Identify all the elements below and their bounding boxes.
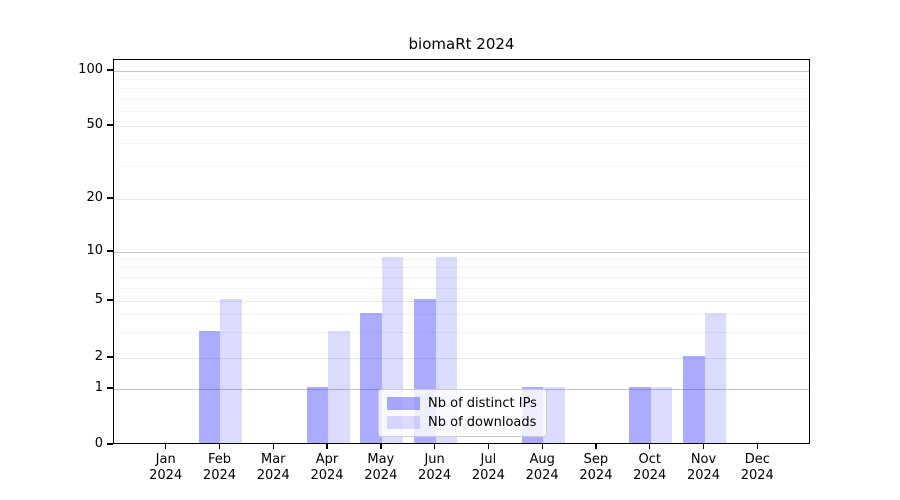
y-tick-mark-10 bbox=[107, 250, 113, 252]
x-tick-label-dec: Dec 2024 bbox=[740, 452, 774, 483]
x-tick-label-sep: Sep 2024 bbox=[579, 452, 613, 483]
minor-gridline-9 bbox=[114, 258, 809, 260]
bar-downloads-apr bbox=[328, 330, 350, 443]
minor-gridline-8 bbox=[114, 267, 809, 269]
minor-gridline-90 bbox=[114, 78, 809, 80]
gridline-2 bbox=[114, 357, 809, 359]
bar-distinct-ips-oct bbox=[629, 387, 651, 443]
x-tick-mark-jul bbox=[487, 444, 490, 449]
y-tick-label-2: 2 bbox=[94, 349, 103, 364]
bar-distinct-ips-nov bbox=[683, 356, 705, 443]
bar-downloads-nov bbox=[704, 312, 726, 443]
minor-gridline-30 bbox=[114, 166, 809, 168]
legend-label-downloads: Nb of downloads bbox=[428, 415, 537, 430]
gridline-5 bbox=[114, 300, 809, 302]
bar-distinct-ips-may bbox=[360, 312, 382, 443]
x-tick-label-aug: Aug 2024 bbox=[525, 452, 559, 483]
gridline-10 bbox=[114, 251, 809, 253]
x-tick-mark-oct bbox=[649, 444, 651, 449]
x-tick-mark-nov bbox=[702, 444, 705, 449]
legend-entry-downloads: Nb of downloads bbox=[387, 415, 537, 430]
minor-gridline-60 bbox=[114, 111, 809, 113]
y-tick-mark-50 bbox=[107, 124, 113, 126]
x-tick-mark-aug bbox=[541, 444, 543, 449]
x-tick-mark-sep bbox=[595, 444, 597, 449]
minor-gridline-4 bbox=[114, 314, 809, 316]
y-tick-label-1: 1 bbox=[94, 380, 103, 395]
x-tick-label-feb: Feb 2024 bbox=[202, 452, 237, 483]
y-tick-mark-1 bbox=[107, 387, 113, 389]
x-tick-mark-dec bbox=[756, 444, 758, 449]
x-tick-label-apr: Apr 2024 bbox=[310, 452, 344, 483]
minor-gridline-70 bbox=[114, 98, 809, 100]
x-tick-label-oct: Oct 2024 bbox=[633, 452, 667, 483]
x-tick-mark-may bbox=[380, 444, 382, 449]
legend-entry-distinct-ips: Nb of distinct IPs bbox=[387, 396, 537, 411]
gridline-50 bbox=[114, 125, 809, 127]
minor-gridline-80 bbox=[114, 88, 809, 90]
y-tick-mark-20 bbox=[107, 197, 113, 199]
x-tick-label-jan: Jan 2024 bbox=[149, 452, 183, 483]
bar-downloads-oct bbox=[650, 387, 673, 443]
x-tick-label-jul: Jul 2024 bbox=[471, 452, 505, 483]
y-tick-label-5: 5 bbox=[94, 292, 103, 307]
y-tick-label-10: 10 bbox=[86, 243, 103, 258]
y-tick-label-50: 50 bbox=[86, 117, 103, 132]
y-tick-label-0: 0 bbox=[94, 436, 103, 451]
bar-downloads-feb bbox=[220, 299, 242, 443]
plot-area: Nb of distinct IPs Nb of downloads bbox=[113, 59, 810, 444]
x-tick-label-may: May 2024 bbox=[364, 452, 398, 483]
x-tick-mark-mar bbox=[272, 444, 274, 449]
y-tick-mark-0 bbox=[107, 443, 113, 445]
legend-swatch-distinct-ips bbox=[387, 397, 420, 410]
x-tick-mark-feb bbox=[218, 444, 221, 449]
gridline-100 bbox=[114, 70, 809, 72]
chart-title: biomaRt 2024 bbox=[408, 35, 515, 53]
minor-gridline-7 bbox=[114, 276, 809, 278]
y-tick-label-100: 100 bbox=[78, 62, 103, 77]
y-tick-mark-2 bbox=[107, 356, 113, 358]
legend-label-distinct-ips: Nb of distinct IPs bbox=[428, 396, 537, 411]
legend: Nb of distinct IPs Nb of downloads bbox=[378, 389, 547, 437]
minor-gridline-3 bbox=[114, 332, 809, 334]
y-tick-mark-5 bbox=[107, 299, 113, 301]
bar-downloads-aug bbox=[543, 387, 565, 443]
x-tick-mark-apr bbox=[326, 444, 328, 449]
minor-gridline-6 bbox=[114, 287, 809, 289]
x-tick-label-mar: Mar 2024 bbox=[256, 452, 290, 483]
x-tick-label-nov: Nov 2024 bbox=[686, 452, 721, 483]
minor-gridline-40 bbox=[114, 143, 809, 145]
y-tick-label-20: 20 bbox=[86, 190, 103, 205]
gridline-20 bbox=[114, 198, 809, 200]
x-tick-mark-jun bbox=[434, 444, 436, 449]
x-tick-label-jun: Jun 2024 bbox=[418, 452, 452, 483]
legend-swatch-downloads bbox=[387, 416, 420, 429]
bar-distinct-ips-feb bbox=[198, 330, 221, 443]
x-tick-mark-jan bbox=[165, 444, 167, 449]
bar-distinct-ips-apr bbox=[306, 387, 329, 443]
y-tick-mark-100 bbox=[107, 69, 113, 71]
